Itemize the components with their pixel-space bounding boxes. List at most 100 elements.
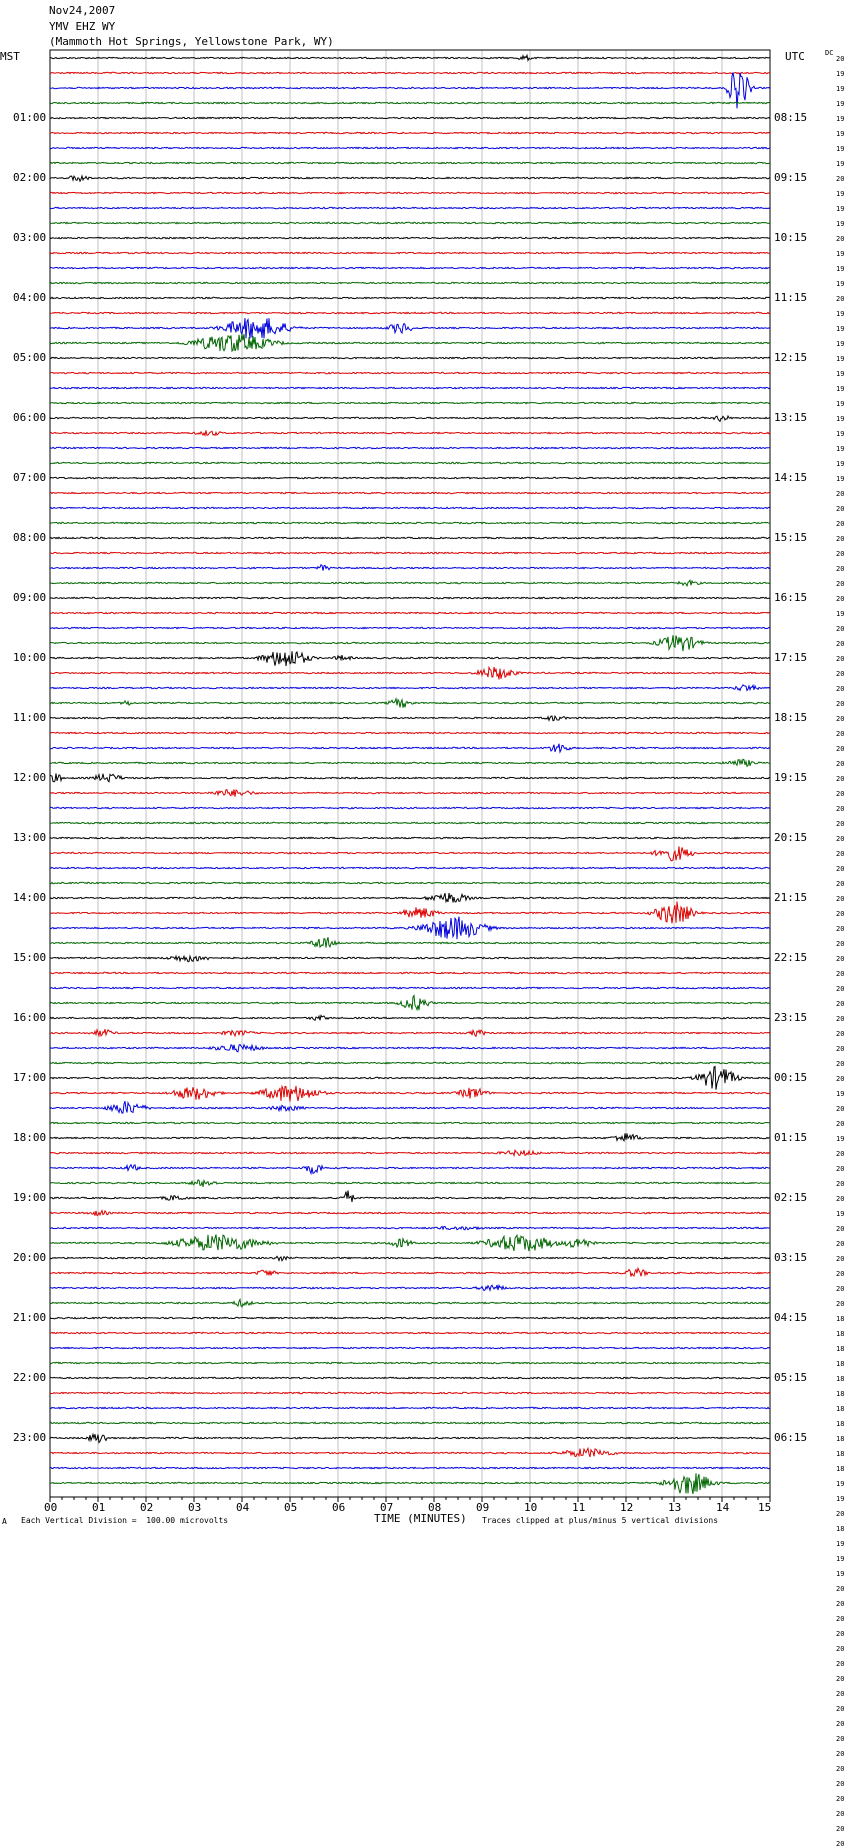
- trace-row: [49, 1084, 771, 1102]
- dc-offset-value: 20: [836, 175, 845, 183]
- left-hour-label: 02:00: [13, 171, 47, 184]
- plot-date: Nov24,2007: [49, 4, 116, 17]
- clip-note: Traces clipped at plus/minus 5 vertical …: [482, 1516, 719, 1525]
- dc-offset-value: 20: [836, 505, 845, 513]
- dc-offset-value: 20: [836, 910, 845, 918]
- dc-offset-value: 20: [836, 1300, 845, 1308]
- trace-row: [49, 1163, 771, 1176]
- station-code: YMV EHZ WY: [49, 20, 116, 33]
- dc-offset-value: 19: [836, 1090, 845, 1098]
- dc-offset-value: 20: [836, 775, 845, 783]
- dc-offset-value: 20: [836, 595, 845, 603]
- dc-offset-value: 18: [836, 1435, 845, 1443]
- right-timezone-label: UTC: [785, 50, 805, 63]
- trace-row: [49, 1178, 771, 1187]
- dc-offset-value: 20: [836, 55, 845, 63]
- dc-offset-value: 20: [836, 1645, 845, 1653]
- dc-offset-value: 20: [836, 1660, 845, 1668]
- x-tick-label: 14: [716, 1501, 730, 1514]
- left-hour-label: 23:00: [13, 1431, 47, 1444]
- dc-offset-value: 19: [836, 1495, 845, 1503]
- x-tick-label: 11: [572, 1501, 586, 1514]
- x-tick-label: 01: [92, 1501, 106, 1514]
- dc-offset-value: 20: [836, 1165, 845, 1173]
- trace-row: [49, 430, 771, 438]
- left-hour-label: 05:00: [13, 351, 47, 364]
- trace-row: [49, 161, 771, 165]
- right-hour-label: 14:15: [774, 471, 808, 484]
- right-hour-label: 05:15: [774, 1371, 808, 1384]
- x-tick-label: 00: [44, 1501, 58, 1514]
- dc-offset-value: 20: [836, 1060, 845, 1068]
- trace-row: [49, 356, 771, 360]
- trace-row: [49, 281, 771, 285]
- left-hour-label: 10:00: [13, 651, 47, 664]
- dc-offset-value: 20: [836, 1720, 845, 1728]
- left-hour-label: 09:00: [13, 591, 47, 604]
- dc-offset-value: 20: [836, 790, 845, 798]
- right-hour-label: 06:15: [774, 1431, 808, 1444]
- trace-row: [49, 1346, 771, 1350]
- trace-row: [49, 536, 771, 540]
- dc-offset-value: 20: [836, 865, 845, 873]
- left-hour-label: 01:00: [13, 111, 47, 124]
- dc-offset-value: 20: [836, 970, 845, 978]
- dc-offset-value: 19: [836, 1480, 845, 1488]
- dc-offset-value: 20: [836, 925, 845, 933]
- trace-row: [49, 1406, 771, 1410]
- trace-row: [49, 71, 771, 75]
- x-tick-label: 06: [332, 1501, 346, 1514]
- trace-row: [49, 1331, 771, 1335]
- trace-row: [49, 743, 771, 754]
- trace-row: [49, 1361, 771, 1365]
- left-hour-label: 21:00: [13, 1311, 47, 1324]
- trace-row: [49, 191, 771, 195]
- dc-offset-value: 20: [836, 580, 845, 588]
- dc-offset-value: 20: [836, 985, 845, 993]
- dc-offset-value: 19: [836, 190, 845, 198]
- trace-row: [49, 696, 771, 708]
- trace-row: [49, 1014, 771, 1022]
- dc-offset-value: 20: [836, 1030, 845, 1038]
- dc-offset-value: 18: [836, 1420, 845, 1428]
- seismic-traces: [49, 53, 771, 1495]
- trace-row: [49, 1233, 770, 1252]
- trace-row: [49, 579, 771, 588]
- trace-row: [50, 635, 771, 652]
- trace-row: [50, 821, 771, 825]
- left-hour-label: 19:00: [13, 1191, 47, 1204]
- dc-offset-value: 20: [836, 880, 845, 888]
- left-hour-label: 18:00: [13, 1131, 47, 1144]
- dc-offset-value: 20: [836, 895, 845, 903]
- x-tick-label: 02: [140, 1501, 154, 1514]
- scale-note: Each Vertical Division = 100.00 microvol…: [21, 1516, 229, 1525]
- dc-offset-value: 19: [836, 130, 845, 138]
- dc-offset-value: 20: [836, 1765, 845, 1773]
- right-hour-label: 09:15: [774, 171, 808, 184]
- trace-row: [49, 986, 770, 990]
- time-axis: [49, 1497, 771, 1502]
- right-hour-label: 11:15: [774, 291, 808, 304]
- trace-row: [49, 626, 771, 630]
- right-hour-label: 10:15: [774, 231, 808, 244]
- trace-row: [49, 491, 771, 495]
- x-tick-label: 15: [758, 1501, 772, 1514]
- trace-row: [49, 296, 771, 300]
- trace-row: [49, 1043, 771, 1053]
- dc-offset-header: DC: [825, 49, 834, 57]
- dc-offset-value: 20: [836, 1015, 845, 1023]
- dc-offset-value: 19: [836, 460, 845, 468]
- helicorder-plot: [49, 49, 771, 1502]
- dc-offset-value: 20: [836, 1270, 845, 1278]
- right-hour-label: 17:15: [774, 651, 808, 664]
- trace-row: [49, 971, 771, 975]
- dc-offset-value: 19: [836, 100, 845, 108]
- left-hour-label: 03:00: [13, 231, 47, 244]
- trace-row: [49, 892, 771, 904]
- right-hour-label: 02:15: [774, 1191, 808, 1204]
- left-hour-label: 16:00: [13, 1011, 47, 1024]
- trace-row: [49, 1473, 771, 1495]
- x-tick-label: 12: [620, 1501, 634, 1514]
- trace-row: [49, 333, 770, 353]
- dc-offset-value: 20: [836, 700, 845, 708]
